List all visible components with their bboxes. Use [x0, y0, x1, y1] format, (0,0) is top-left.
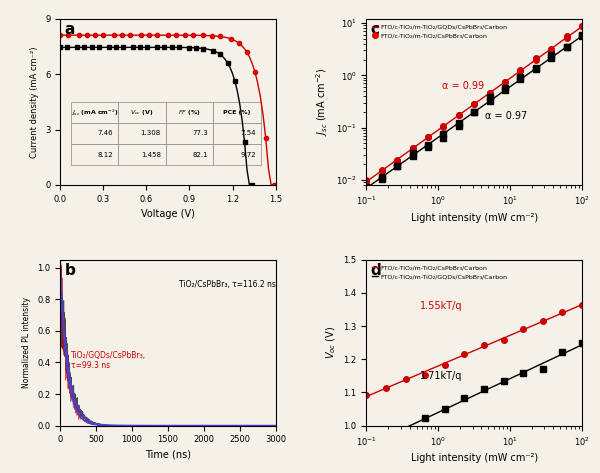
X-axis label: Voltage (V): Voltage (V): [141, 209, 195, 219]
Y-axis label: $V_{oc}$ (V): $V_{oc}$ (V): [324, 326, 338, 359]
Text: α = 0.99: α = 0.99: [442, 81, 484, 91]
Text: b: b: [64, 263, 75, 278]
X-axis label: Light intensity (mW cm⁻²): Light intensity (mW cm⁻²): [410, 454, 538, 464]
X-axis label: Light intensity (mW cm⁻²): Light intensity (mW cm⁻²): [410, 213, 538, 223]
Text: TiO₂/GQDs/CsPbBr₃,
τ=99.3 ns: TiO₂/GQDs/CsPbBr₃, τ=99.3 ns: [71, 351, 146, 370]
Text: 1.55kT/q: 1.55kT/q: [420, 301, 463, 312]
Text: c: c: [371, 22, 380, 37]
Text: TiO₂/CsPbBr₃, τ=116.2 ns: TiO₂/CsPbBr₃, τ=116.2 ns: [179, 280, 275, 289]
Text: 1.71kT/q: 1.71kT/q: [420, 371, 463, 381]
Y-axis label: Normalized PL intensity: Normalized PL intensity: [22, 297, 31, 388]
X-axis label: Time (ns): Time (ns): [145, 450, 191, 460]
Y-axis label: Current density (mA cm⁻²): Current density (mA cm⁻²): [31, 46, 40, 158]
Text: α = 0.97: α = 0.97: [485, 111, 527, 121]
Y-axis label: $J_{sc}$ (mA cm$^{-2}$): $J_{sc}$ (mA cm$^{-2}$): [314, 68, 330, 136]
Legend: FTO/c-TiO₂/m-TiO₂/GQDs/CsPbBr₃/Carbon, FTO/c-TiO₂/m-TiO₂/CsPbBr₃/Carbon: FTO/c-TiO₂/m-TiO₂/GQDs/CsPbBr₃/Carbon, F…: [370, 22, 509, 41]
Legend: FTO/c-TiO₂/m-TiO₂/CsPbBr₃/Carbon, FTO/c-TiO₂/m-TiO₂/GQDs/CsPbBr₃/Carbon: FTO/c-TiO₂/m-TiO₂/CsPbBr₃/Carbon, FTO/c-…: [370, 263, 509, 281]
Text: a: a: [64, 22, 74, 37]
Text: d: d: [371, 263, 382, 278]
